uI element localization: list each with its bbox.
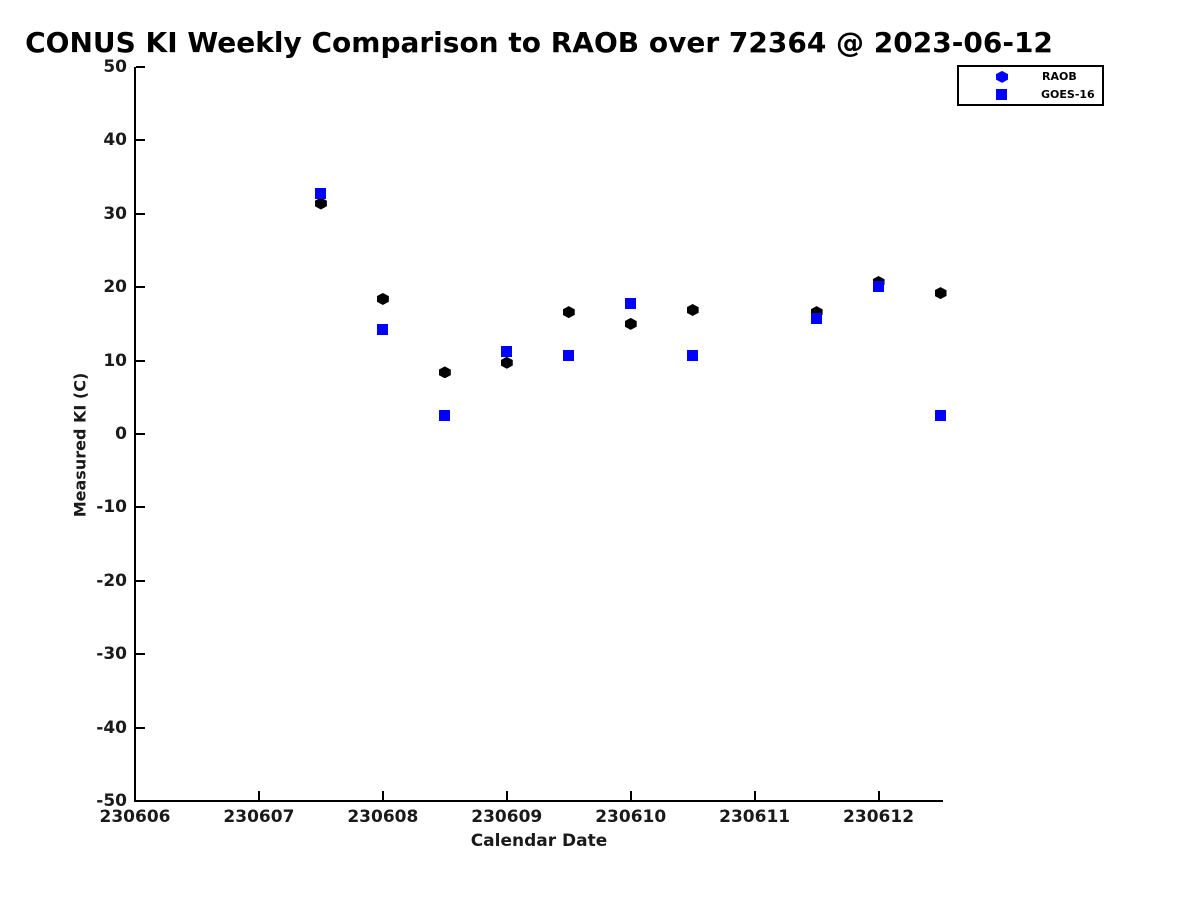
- x-tick-label: 230607: [223, 807, 295, 827]
- goes-16-point: [625, 297, 637, 309]
- goes-16-point: [935, 410, 947, 422]
- goes-16-point: [563, 349, 575, 361]
- y-tick-label: 20: [103, 277, 127, 298]
- x-axis-spine: [134, 800, 943, 802]
- y-tick: [136, 726, 145, 729]
- x-tick-label: 230608: [347, 807, 419, 827]
- x-tick-label: 230611: [719, 807, 791, 827]
- goes-16-point: [873, 280, 885, 292]
- raob-legend-marker-icon: [996, 70, 1008, 83]
- y-tick: [136, 212, 145, 215]
- legend: RAOB GOES-16: [957, 65, 1104, 106]
- x-tick: [381, 791, 384, 800]
- y-tick-label: 0: [115, 424, 127, 444]
- y-tick: [136, 433, 145, 435]
- legend-row-raob: RAOB: [959, 69, 1102, 84]
- y-tick-label: -30: [96, 644, 127, 665]
- y-tick: [136, 286, 145, 289]
- raob-point: [934, 287, 947, 300]
- x-tick-label: 230610: [595, 807, 667, 827]
- y-tick-label: 10: [103, 350, 127, 371]
- raob-point: [624, 317, 637, 330]
- x-tick: [877, 791, 880, 800]
- raob-point: [314, 197, 327, 210]
- y-tick: [136, 653, 145, 656]
- y-axis-spine: [134, 67, 136, 801]
- x-tick-label: 230606: [99, 807, 171, 827]
- x-tick: [753, 791, 756, 800]
- x-tick: [505, 791, 508, 800]
- goes-16-point: [687, 349, 699, 361]
- raob-point: [376, 292, 389, 305]
- x-tick-label: 230609: [471, 807, 543, 827]
- raob-point: [562, 306, 575, 319]
- y-tick: [136, 579, 145, 582]
- x-tick: [257, 791, 260, 800]
- goes-16-point: [501, 346, 513, 358]
- x-tick-label: 230612: [843, 807, 915, 827]
- goes-16-point: [811, 313, 823, 325]
- goes-16-point: [439, 410, 451, 422]
- y-tick-label: -20: [96, 570, 127, 591]
- raob-point: [438, 366, 451, 379]
- raob-point: [500, 356, 513, 369]
- y-tick: [136, 139, 145, 142]
- y-tick-label: -10: [96, 497, 127, 518]
- y-tick-label: 40: [103, 130, 127, 151]
- y-tick: [136, 359, 145, 362]
- legend-row-goes-16: GOES-16: [959, 87, 1102, 102]
- goes-16-point: [377, 323, 389, 335]
- y-tick-label: -50: [96, 791, 127, 811]
- y-tick: [136, 800, 145, 802]
- y-tick-label: -40: [96, 717, 127, 738]
- y-tick: [136, 66, 145, 68]
- y-axis-label: Measured KI (C): [70, 372, 90, 518]
- x-axis-label: Calendar Date: [470, 831, 608, 851]
- legend-label-raob: RAOB: [1042, 70, 1077, 84]
- y-tick: [136, 506, 145, 509]
- goes-16-point: [315, 187, 327, 199]
- y-tick-label: 50: [103, 57, 127, 77]
- x-tick: [134, 791, 136, 800]
- chart-title: CONUS KI Weekly Comparison to RAOB over …: [25, 26, 1053, 59]
- y-tick-label: 30: [103, 203, 127, 224]
- x-tick: [629, 791, 632, 800]
- goes-16-legend-marker-icon: [996, 88, 1007, 100]
- legend-label-goes-16: GOES-16: [1041, 87, 1095, 101]
- plot-area: 50 40 30 20 10 0 -10 -20 -30 -40 -50 230606 230607 2…: [96, 58, 947, 827]
- raob-point: [686, 303, 699, 316]
